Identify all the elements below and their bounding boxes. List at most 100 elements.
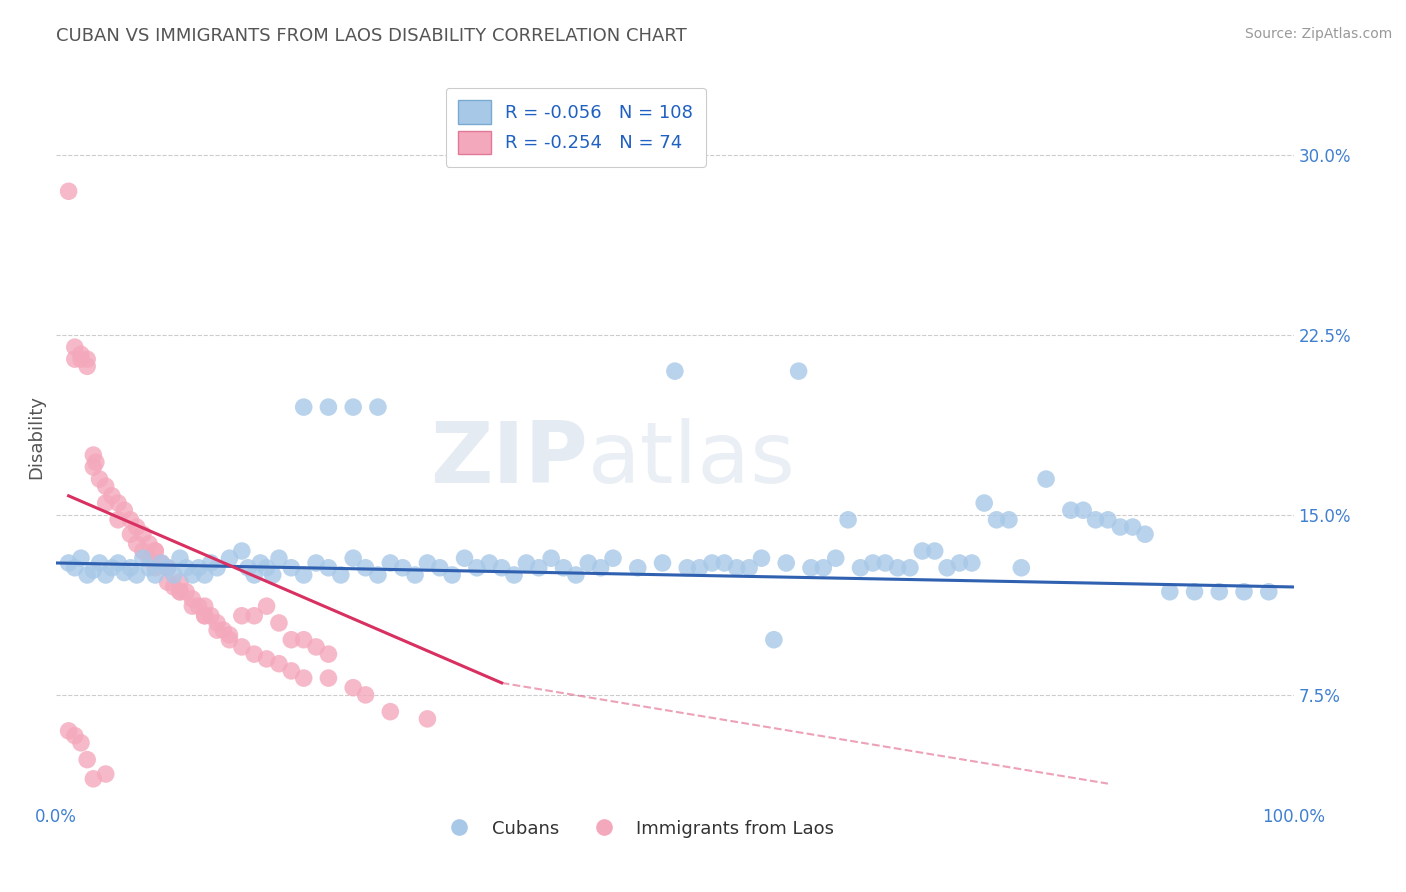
Point [63,340,86,354]
Point [267,551,290,566]
Point [280,664,302,678]
Text: ZIP: ZIP [430,417,588,500]
Point [76,568,98,582]
Point [163,568,186,582]
Point [689,561,711,575]
Point [305,640,328,654]
Point [589,561,612,575]
Point [1208,584,1230,599]
Point [924,544,946,558]
Point [700,556,723,570]
Point [318,647,340,661]
Point [125,568,148,582]
Point [738,561,761,575]
Point [1257,584,1279,599]
Text: Source: ZipAtlas.com: Source: ZipAtlas.com [1244,27,1392,41]
Point [342,400,364,414]
Point [82,460,104,475]
Point [800,561,823,575]
Point [63,352,86,367]
Point [762,632,785,647]
Point [416,712,439,726]
Point [163,580,186,594]
Point [70,347,93,361]
Point [553,561,575,575]
Point [112,566,135,580]
Legend: Cubans, Immigrants from Laos: Cubans, Immigrants from Laos [434,813,842,845]
Point [813,561,835,575]
Point [94,568,117,582]
Point [243,647,266,661]
Point [94,479,117,493]
Point [1084,513,1107,527]
Point [138,537,160,551]
Point [94,496,117,510]
Point [58,556,80,570]
Point [125,537,148,551]
Point [256,561,278,575]
Point [1035,472,1057,486]
Point [886,561,908,575]
Point [120,513,142,527]
Point [862,556,884,570]
Point [367,400,389,414]
Point [256,652,278,666]
Point [267,657,290,671]
Point [1233,584,1256,599]
Point [491,561,513,575]
Point [249,556,271,570]
Point [125,520,148,534]
Point [200,608,222,623]
Point [194,599,217,614]
Point [169,584,191,599]
Point [960,556,983,570]
Point [318,671,340,685]
Point [132,551,155,566]
Point [664,364,686,378]
Point [342,551,364,566]
Point [194,568,217,582]
Point [82,772,104,786]
Point [63,561,86,575]
Point [132,527,155,541]
Point [89,472,111,486]
Point [1133,527,1156,541]
Point [391,561,413,575]
Point [367,568,389,582]
Point [82,563,104,577]
Point [101,561,124,575]
Point [218,628,240,642]
Text: atlas: atlas [588,417,796,500]
Point [169,584,191,599]
Point [181,568,204,582]
Point [218,632,240,647]
Point [84,455,107,469]
Point [236,561,259,575]
Point [150,556,173,570]
Point [231,640,253,654]
Point [82,448,104,462]
Point [627,561,650,575]
Point [205,615,228,630]
Point [837,513,859,527]
Point [453,551,475,566]
Point [318,400,340,414]
Point [231,608,253,623]
Point [156,561,179,575]
Point [292,568,315,582]
Text: CUBAN VS IMMIGRANTS FROM LAOS DISABILITY CORRELATION CHART: CUBAN VS IMMIGRANTS FROM LAOS DISABILITY… [56,27,688,45]
Point [256,599,278,614]
Point [143,561,166,575]
Point [380,556,402,570]
Point [898,561,921,575]
Point [1159,584,1181,599]
Point [212,623,235,637]
Point [318,561,340,575]
Point [465,561,488,575]
Point [911,544,934,558]
Point [94,767,117,781]
Point [231,544,253,558]
Point [143,568,166,582]
Point [76,352,98,367]
Point [138,561,160,575]
